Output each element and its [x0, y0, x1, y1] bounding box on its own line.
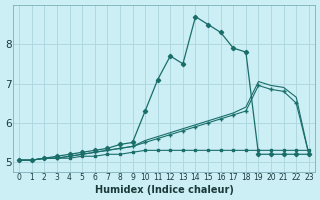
X-axis label: Humidex (Indice chaleur): Humidex (Indice chaleur)	[95, 185, 234, 195]
